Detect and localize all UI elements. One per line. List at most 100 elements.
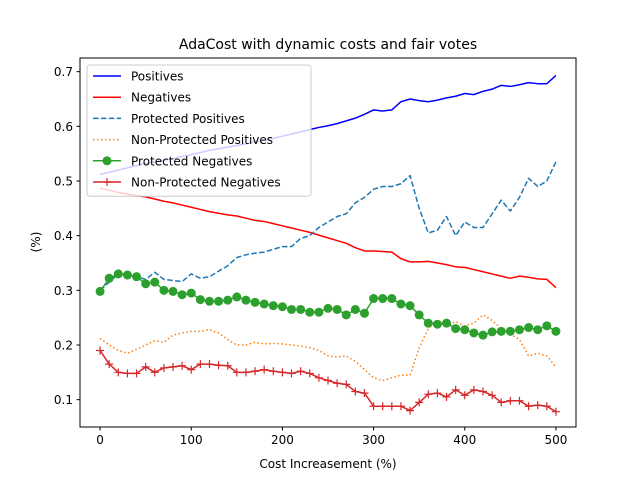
data-point [378, 294, 388, 304]
x-tick-label: 300 [362, 433, 385, 447]
legend-label: Negatives [131, 91, 191, 105]
data-point [278, 368, 287, 377]
data-point [551, 326, 561, 336]
data-point [542, 402, 551, 411]
data-point [305, 307, 315, 317]
data-point [150, 277, 160, 287]
x-tick-label: 400 [453, 433, 476, 447]
series-line-negatives [99, 187, 557, 289]
legend-box [86, 64, 312, 197]
data-point [451, 324, 461, 334]
data-point [96, 346, 105, 355]
data-point [524, 402, 533, 411]
data-point [287, 304, 297, 314]
data-point [460, 391, 469, 400]
data-point [405, 301, 415, 311]
data-point [132, 272, 142, 282]
legend-marker [103, 178, 111, 186]
data-point [514, 325, 524, 335]
data-point [424, 390, 433, 399]
data-point [223, 361, 232, 370]
data-point [323, 303, 333, 313]
data-point [387, 294, 397, 304]
legend-label: Protected Positives [131, 112, 245, 126]
data-point [132, 369, 141, 378]
data-point [105, 360, 114, 369]
data-point [113, 269, 123, 279]
data-point [515, 396, 524, 405]
data-point [387, 402, 396, 411]
legend-label: Protected Negatives [131, 154, 252, 168]
data-point [360, 389, 369, 398]
legend-label: Non-Protected Positives [131, 133, 273, 147]
data-point [505, 326, 515, 336]
x-tick-label: 200 [271, 433, 294, 447]
data-point [104, 273, 114, 283]
data-point [341, 310, 351, 320]
data-point [159, 363, 168, 372]
legend-label: Positives [131, 70, 184, 84]
data-point [488, 391, 497, 400]
data-point [196, 360, 205, 369]
data-point [232, 292, 242, 302]
data-point [177, 290, 187, 300]
data-point [432, 319, 442, 329]
x-axis-ticks: 0 100 200 300 400 500 [96, 427, 567, 447]
data-point [406, 406, 415, 415]
data-point [324, 376, 332, 385]
data-point [369, 294, 379, 304]
y-tick-label: 0.2 [54, 339, 73, 353]
data-point [451, 385, 460, 394]
data-point [268, 301, 278, 311]
data-point [332, 304, 342, 314]
x-tick-label: 500 [544, 433, 567, 447]
data-point [260, 365, 269, 374]
data-point [314, 307, 324, 317]
x-axis-label: Cost Increasement (%) [259, 457, 396, 471]
data-point [479, 387, 487, 396]
data-point [141, 362, 150, 371]
data-point [123, 369, 132, 378]
series-line-non-protected-positives [99, 314, 557, 382]
data-point [533, 401, 542, 410]
data-point [469, 385, 478, 394]
data-point [533, 325, 543, 335]
y-axis-label: (%) [29, 232, 43, 253]
y-tick-label: 0.5 [54, 175, 73, 189]
data-point [396, 299, 406, 309]
data-point [460, 325, 470, 335]
chart-title: AdaCost with dynamic costs and fair vote… [179, 37, 477, 53]
data-point [178, 361, 187, 370]
data-point [250, 297, 260, 307]
data-point [423, 318, 433, 328]
x-tick-label: 100 [180, 433, 203, 447]
y-tick-label: 0.7 [54, 65, 73, 79]
data-point [214, 361, 223, 370]
data-point [351, 387, 360, 396]
data-point [159, 285, 169, 295]
data-point [232, 368, 241, 377]
data-point [187, 365, 196, 374]
data-point [487, 327, 497, 337]
data-point [506, 396, 515, 405]
data-point [95, 286, 105, 296]
data-point [241, 295, 251, 305]
y-axis-ticks: 0.1 0.2 0.3 0.4 0.5 0.6 0.7 [54, 65, 80, 407]
data-point [497, 398, 506, 407]
data-point [205, 360, 214, 369]
data-point [369, 402, 378, 411]
data-point [524, 323, 534, 333]
data-point [296, 304, 306, 314]
y-tick-label: 0.3 [54, 284, 73, 298]
data-point [122, 270, 132, 280]
data-point [478, 330, 488, 340]
data-point [314, 373, 323, 382]
data-point [378, 402, 387, 411]
series-markers [95, 269, 561, 416]
data-point [396, 402, 405, 411]
legend-label: Non-Protected Negatives [131, 176, 281, 190]
data-point [251, 367, 260, 376]
data-point [150, 368, 159, 377]
legend: Positives Negatives Protected Positives Non… [86, 64, 312, 197]
data-point [287, 369, 296, 378]
